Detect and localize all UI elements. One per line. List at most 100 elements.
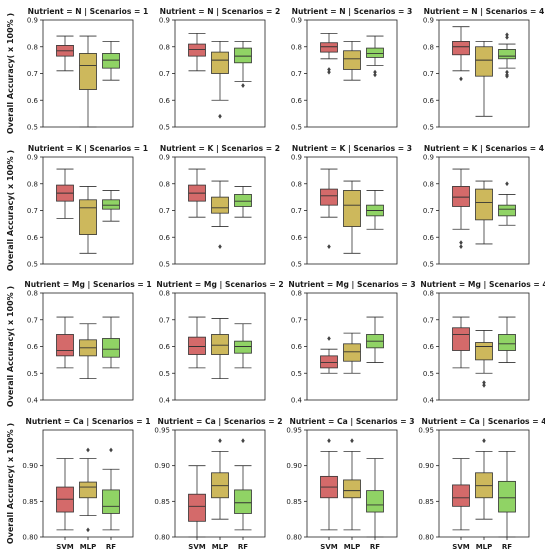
x-tick-label: MLP [80,543,97,550]
box-svm [452,316,470,369]
box-rf [102,316,120,369]
box-iqr [188,43,206,57]
y-axis-title: Overall Accuracy( x 100% ) [6,423,15,544]
y-tick-label: 0.8 [291,43,302,51]
y-tick-label: 0.7 [159,70,170,78]
box-iqr [188,336,206,355]
panel-9: Nutrient = Mg | Scenarios = 1 0.4 0.5 0.6 0.… [6,280,152,407]
box-iqr [343,50,361,70]
box-iqr [498,334,516,351]
y-tick-label: 0.6 [291,343,303,351]
box-rf [498,450,516,538]
y-tick-label: 0.95 [418,427,434,435]
box-svm [56,316,74,369]
box-iqr [343,343,361,362]
box-iqr [366,47,384,58]
outlier-point [86,527,90,533]
box-rf [234,41,252,88]
x-tick-label: RF [370,543,380,550]
box-mlp [343,332,361,374]
y-tick-label: 0.95 [154,427,170,435]
y-tick-label: 0.7 [291,207,302,215]
x-tick-label: SVM [56,543,73,550]
panel-title: Nutrient = K | Scenarios = 2 [160,144,280,154]
outlier-point [327,67,331,72]
y-tick-label: 0.6 [291,97,303,105]
y-tick-label: 0.8 [27,43,38,51]
y-tick-label: 0.5 [291,261,302,269]
box-iqr [234,340,252,354]
y-tick-label: 0.9 [159,154,170,162]
y-tick-label: 0.5 [27,261,38,269]
box-mlp [475,438,493,520]
x-tick-label: RF [502,543,512,550]
panel-5: Nutrient = K | Scenarios = 1 0.5 0.6 0.7 0.8… [6,144,148,271]
outlier-point [505,72,509,78]
box-iqr [320,188,338,206]
y-tick-label: 0.7 [159,207,170,215]
x-tick-label: MLP [476,543,493,550]
box-mlp [475,180,493,245]
panel-title: Nutrient = Ca | Scenarios = 4 [421,417,545,427]
y-tick-label: 0.4 [423,397,435,405]
y-tick-label: 0.90 [22,462,38,470]
box-iqr [498,480,516,513]
box-iqr [234,489,252,514]
panel-2: Nutrient = N | Scenarios = 2 0.5 0.6 0.7 0.8… [159,7,280,132]
box-iqr [234,47,252,64]
y-tick-label: 0.80 [22,534,38,542]
y-tick-label: 0.6 [291,234,303,242]
box-rf [498,32,516,79]
panel-16: Nutrient = Ca | Scenarios = 4 0.80 0.85 0.9… [418,417,545,550]
outlier-point [327,69,331,75]
box-svm [56,35,74,72]
box-iqr [211,51,229,74]
y-tick-label: 0.6 [27,97,39,105]
outlier-point [109,447,113,453]
y-tick-label: 0.7 [423,70,434,78]
y-tick-label: 0.9 [423,154,434,162]
y-tick-label: 0.90 [154,462,170,470]
box-mlp [211,180,229,250]
y-tick-label: 0.85 [286,498,302,506]
box-svm [188,168,206,218]
box-svm [320,168,338,250]
box-iqr [211,334,229,355]
outlier-point [459,240,463,245]
panel-10: Nutrient = Mg | Scenarios = 2 0.4 0.5 0.6 0.… [156,280,283,405]
y-tick-label: 0.90 [418,462,434,470]
box-mlp [79,186,97,254]
box-iqr [452,41,470,56]
y-tick-label: 0.5 [291,370,302,378]
box-iqr [79,199,97,235]
box-iqr [79,481,97,499]
y-tick-label: 0.7 [159,316,170,324]
outlier-point [327,438,331,444]
box-rf [366,316,384,363]
y-tick-label: 0.5 [159,261,170,269]
box-iqr [102,489,120,514]
outlier-point [373,69,377,75]
box-mlp [211,41,229,119]
x-tick-label: MLP [212,543,229,550]
box-rf [102,447,120,531]
panel-title: Nutrient = Mg | Scenarios = 1 [24,280,151,290]
box-mlp [343,438,361,531]
y-tick-label: 0.8 [159,43,170,51]
outlier-point [350,438,354,444]
box-iqr [498,49,516,60]
box-iqr [102,199,120,210]
panel-title: Nutrient = N | Scenarios = 4 [424,7,545,17]
box-mlp [79,447,97,533]
box-iqr [366,490,384,513]
panel-title: Nutrient = N | Scenarios = 2 [160,7,281,17]
y-tick-label: 0.80 [286,534,302,542]
panel-3: Nutrient = N | Scenarios = 3 0.5 0.6 0.7 0.8… [291,7,412,132]
y-tick-label: 0.7 [27,207,38,215]
y-tick-label: 0.95 [286,427,302,435]
box-mlp [343,180,361,254]
panel-4: Nutrient = N | Scenarios = 4 0.5 0.6 0.7 0.8… [423,7,544,132]
y-tick-label: 0.9 [423,17,434,25]
outlier-point [218,438,222,444]
x-tick-label: SVM [320,543,337,550]
